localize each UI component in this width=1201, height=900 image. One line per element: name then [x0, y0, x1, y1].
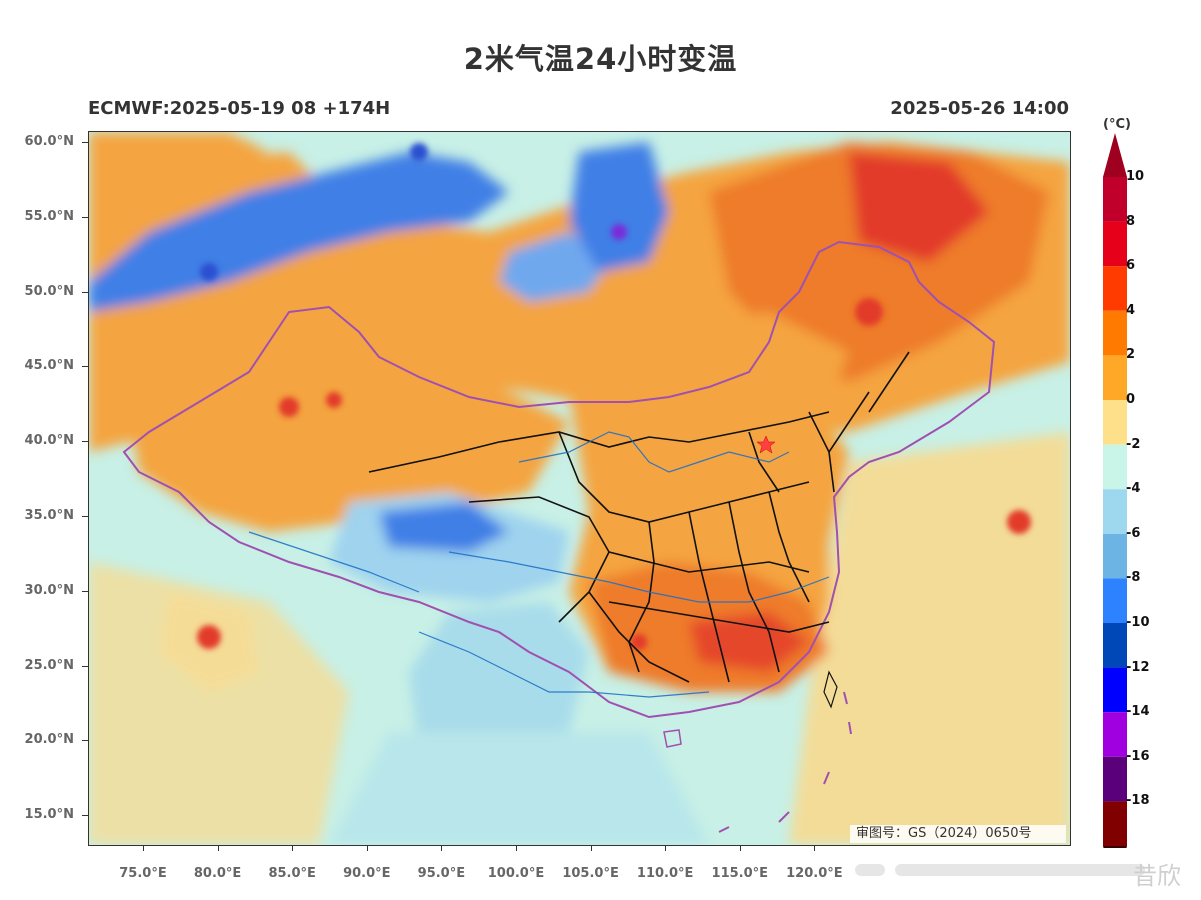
colorbar-segment [1103, 310, 1127, 356]
watermark-logo-icon [855, 864, 885, 876]
colorbar-segment [1103, 444, 1127, 490]
lon-tick [143, 845, 144, 851]
colorbar-unit: (°C) [1103, 117, 1131, 132]
lat-label: 35.0°N [24, 508, 74, 523]
lat-tick [82, 665, 88, 667]
colorbar-label: -10 [1126, 615, 1150, 630]
capital-star-icon [756, 435, 776, 454]
lat-tick [82, 740, 88, 742]
colorbar-segment [1103, 533, 1127, 579]
colorbar-label: 10 [1126, 169, 1145, 184]
lat-tick [82, 815, 88, 817]
lat-tick [82, 590, 88, 592]
colorbar-label: 6 [1126, 258, 1136, 274]
colorbar [1103, 133, 1127, 848]
lon-label: 110.0°E [636, 866, 694, 881]
lon-label: 120.0°E [786, 866, 843, 881]
colorbar-label: 2 [1126, 347, 1136, 363]
watermark-text: 昔欣 [1133, 862, 1181, 890]
lon-label: 85.0°E [268, 866, 316, 881]
colorbar-segment [1103, 623, 1127, 668]
colorbar-label: -12 [1126, 659, 1150, 675]
watermark: 昔欣 [845, 852, 1195, 890]
lon-tick [590, 845, 592, 851]
lon-label: 75.0°E [119, 866, 167, 881]
colorbar-label: -18 [1126, 793, 1150, 809]
colorbar-label: 0 [1126, 392, 1136, 407]
colorbar-label: -14 [1126, 704, 1150, 720]
colorbar-segment [1103, 801, 1127, 846]
colorbar-segment [1103, 355, 1127, 400]
lon-label: 100.0°E [487, 866, 545, 881]
temperature-change-map [88, 131, 1071, 846]
colorbar-segment [1103, 400, 1127, 445]
colorbar-label: -6 [1126, 525, 1141, 541]
lat-tick [82, 516, 88, 517]
province-borders [368, 351, 910, 683]
colorbar-segment [1103, 667, 1127, 713]
lat-label: 25.0°N [24, 657, 74, 673]
lon-label: 80.0°E [193, 866, 242, 881]
colorbar-bottom-extend [1103, 846, 1127, 848]
model-run-label: ECMWF:2025-05-19 08 +174H [88, 98, 391, 119]
lat-tick [82, 441, 88, 443]
lat-label: 20.0°N [24, 732, 74, 748]
map-approval-number: 审图号：GS（2024）0650号 [850, 825, 1066, 843]
lon-tick [665, 845, 667, 851]
lat-tick [82, 291, 88, 293]
valid-time-label: 2025-05-26 14:00 [890, 98, 1069, 119]
lon-label: 105.0°E [562, 866, 619, 881]
lon-label: 90.0°E [343, 866, 391, 881]
lon-tick [441, 845, 443, 851]
lon-tick [292, 845, 294, 851]
map-field [89, 132, 1070, 845]
lat-label: 60.0°N [24, 134, 74, 149]
country-border [122, 240, 996, 719]
colorbar-segment [1103, 266, 1127, 311]
lat-label: 15.0°N [24, 807, 74, 823]
lon-label: 115.0°E [711, 866, 769, 881]
colorbar-top-extend [1103, 133, 1127, 177]
colorbar-label: -4 [1126, 481, 1141, 497]
colorbar-label: 4 [1126, 302, 1136, 318]
lon-label: 95.0°E [417, 866, 466, 881]
lat-label: 50.0°N [24, 283, 74, 299]
colorbar-segment [1103, 177, 1127, 222]
colorbar-label: -2 [1126, 436, 1141, 452]
lat-label: 40.0°N [24, 433, 74, 449]
lat-label: 55.0°N [24, 208, 74, 224]
lon-tick [739, 845, 741, 851]
colorbar-segment [1103, 221, 1127, 267]
lon-tick [366, 845, 368, 851]
colorbar-label: 8 [1126, 213, 1136, 229]
colorbar-segment [1103, 578, 1127, 623]
lon-tick [814, 845, 816, 851]
colorbar-label: -8 [1126, 570, 1141, 586]
chart-title: 2米气温24小时变温 [463, 42, 738, 76]
watermark-bar [895, 864, 1145, 876]
lat-tick [82, 142, 88, 143]
colorbar-segment [1103, 712, 1127, 757]
rivers [248, 431, 830, 698]
lat-tick [82, 216, 88, 218]
colorbar-label: -16 [1126, 748, 1150, 764]
colorbar-segment [1103, 489, 1127, 534]
lon-tick [516, 845, 517, 851]
lat-label: 30.0°N [24, 582, 74, 598]
lon-tick [217, 845, 219, 851]
colorbar-segment [1103, 756, 1127, 802]
lat-tick [82, 366, 88, 368]
scs-dashes [718, 691, 852, 833]
lat-label: 45.0°N [24, 358, 74, 374]
